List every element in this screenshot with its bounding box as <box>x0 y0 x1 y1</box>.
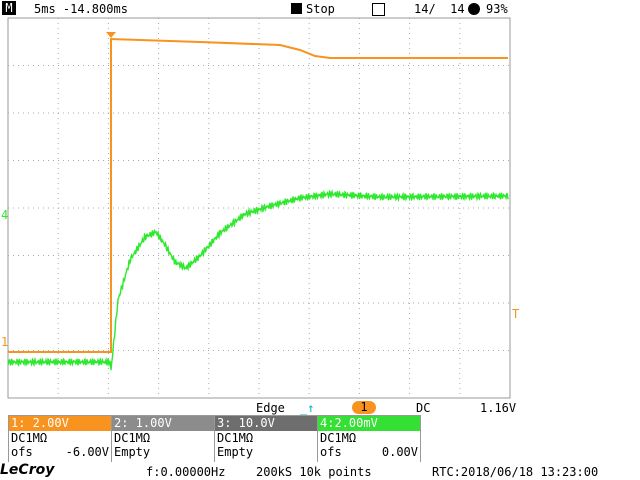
channel-coupling: DC1MΩ <box>11 431 48 445</box>
channel-offset: 0.00V <box>381 445 418 459</box>
trigger-source: 1 <box>352 401 376 414</box>
footer <box>0 462 640 480</box>
frame-icon <box>372 3 385 16</box>
rtc: RTC:2018/06/18 13:23:00 <box>432 465 599 479</box>
trigger-coupling: DC <box>416 401 431 415</box>
trigger-level: 1.16V <box>480 401 517 415</box>
mode-icon: M <box>2 1 16 15</box>
graticule: 4 1 T <box>1 17 519 399</box>
channel-box: 2: 1.00V DC1MΩ Empty <box>111 415 215 464</box>
channel-line2: ofs <box>11 445 33 459</box>
channel-box: 1: 2.00V DC1MΩ ofs -6.00V <box>8 415 112 464</box>
ch1-marker: 1 <box>1 335 8 349</box>
top-bar <box>0 0 640 18</box>
channel-offset: -6.00V <box>65 445 109 459</box>
channel-header: 4:2.00mV <box>318 416 420 431</box>
channel-coupling: DC1MΩ <box>217 431 254 445</box>
acquisition: 200kS 10k points <box>256 465 372 479</box>
battery: 93% <box>486 2 508 16</box>
channel-box: 4:2.00mV DC1MΩ ofs 0.00V <box>317 415 421 464</box>
timebase: 5ms -14.800ms <box>34 2 128 16</box>
channel-header: 1: 2.00V <box>9 416 111 431</box>
channel-box: 3: 10.0V DC1MΩ Empty <box>214 415 318 464</box>
ch4-marker: 4 <box>1 208 8 222</box>
trigger-position <box>106 32 116 38</box>
channel-line2: Empty <box>217 445 254 459</box>
ch4-trace <box>7 189 509 371</box>
trigger-level-marker: T <box>512 307 519 321</box>
channel-header: 3: 10.0V <box>215 416 317 431</box>
channel-header: 2: 1.00V <box>112 416 214 431</box>
battery-icon <box>468 3 480 15</box>
stop-icon <box>291 3 302 14</box>
channel-coupling: DC1MΩ <box>320 431 357 445</box>
frequency: f:0.00000Hz <box>146 465 226 479</box>
trigger-type: Edge <box>256 401 285 415</box>
run-state: Stop <box>306 2 335 16</box>
brand: LeCroy <box>0 462 55 478</box>
frame-counter: 14/ 14 <box>414 2 465 16</box>
edge-icon: _↑ <box>300 401 315 415</box>
channel-line2: Empty <box>114 445 151 459</box>
ch1-trace <box>8 37 508 353</box>
channel-coupling: DC1MΩ <box>114 431 151 445</box>
channel-line2: ofs <box>320 445 342 459</box>
